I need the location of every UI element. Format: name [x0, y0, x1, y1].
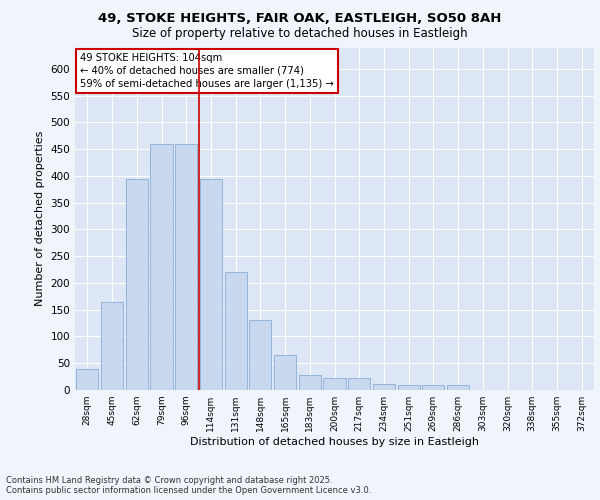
Bar [125, 178, 148, 390]
Bar [274, 355, 296, 390]
Bar [348, 378, 370, 390]
Text: Contains HM Land Registry data © Crown copyright and database right 2025.
Contai: Contains HM Land Registry data © Crown c… [6, 476, 371, 495]
Text: 49 STOKE HEIGHTS: 104sqm
← 40% of detached houses are smaller (774)
59% of semi-: 49 STOKE HEIGHTS: 104sqm ← 40% of detach… [80, 52, 334, 89]
Bar [323, 378, 346, 390]
Bar [373, 384, 395, 390]
Bar [398, 384, 420, 390]
Bar [101, 302, 123, 390]
Bar [224, 272, 247, 390]
X-axis label: Distribution of detached houses by size in Eastleigh: Distribution of detached houses by size … [190, 437, 479, 447]
Bar [299, 375, 321, 390]
Bar [447, 384, 469, 390]
Bar [249, 320, 271, 390]
Bar [175, 144, 197, 390]
Y-axis label: Number of detached properties: Number of detached properties [35, 131, 45, 306]
Bar [200, 178, 222, 390]
Bar [76, 368, 98, 390]
Text: 49, STOKE HEIGHTS, FAIR OAK, EASTLEIGH, SO50 8AH: 49, STOKE HEIGHTS, FAIR OAK, EASTLEIGH, … [98, 12, 502, 26]
Bar [422, 384, 445, 390]
Bar [151, 144, 173, 390]
Text: Size of property relative to detached houses in Eastleigh: Size of property relative to detached ho… [132, 28, 468, 40]
